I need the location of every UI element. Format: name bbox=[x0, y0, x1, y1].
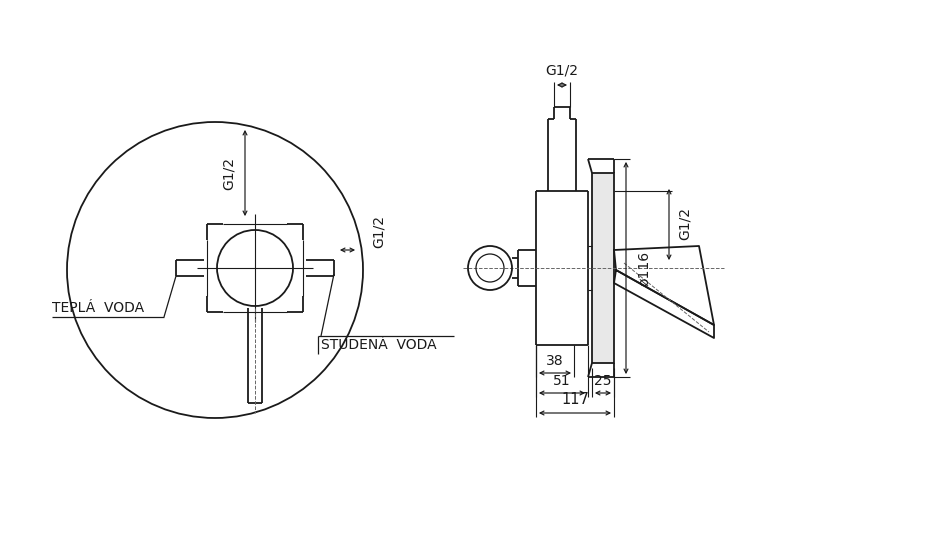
Text: TEPLÁ  VODA: TEPLÁ VODA bbox=[52, 301, 144, 315]
Text: ø116: ø116 bbox=[637, 251, 651, 286]
Text: 51: 51 bbox=[553, 374, 571, 388]
Text: G1/2: G1/2 bbox=[545, 64, 578, 78]
Text: G1/2: G1/2 bbox=[372, 216, 386, 248]
Text: 117: 117 bbox=[561, 391, 589, 406]
Text: G1/2: G1/2 bbox=[222, 156, 236, 190]
Text: G1/2: G1/2 bbox=[678, 208, 692, 240]
Bar bbox=[592, 173, 614, 363]
Text: 38: 38 bbox=[546, 354, 564, 368]
Text: STUDENÁ  VODA: STUDENÁ VODA bbox=[321, 338, 436, 352]
Text: 25: 25 bbox=[594, 374, 612, 388]
